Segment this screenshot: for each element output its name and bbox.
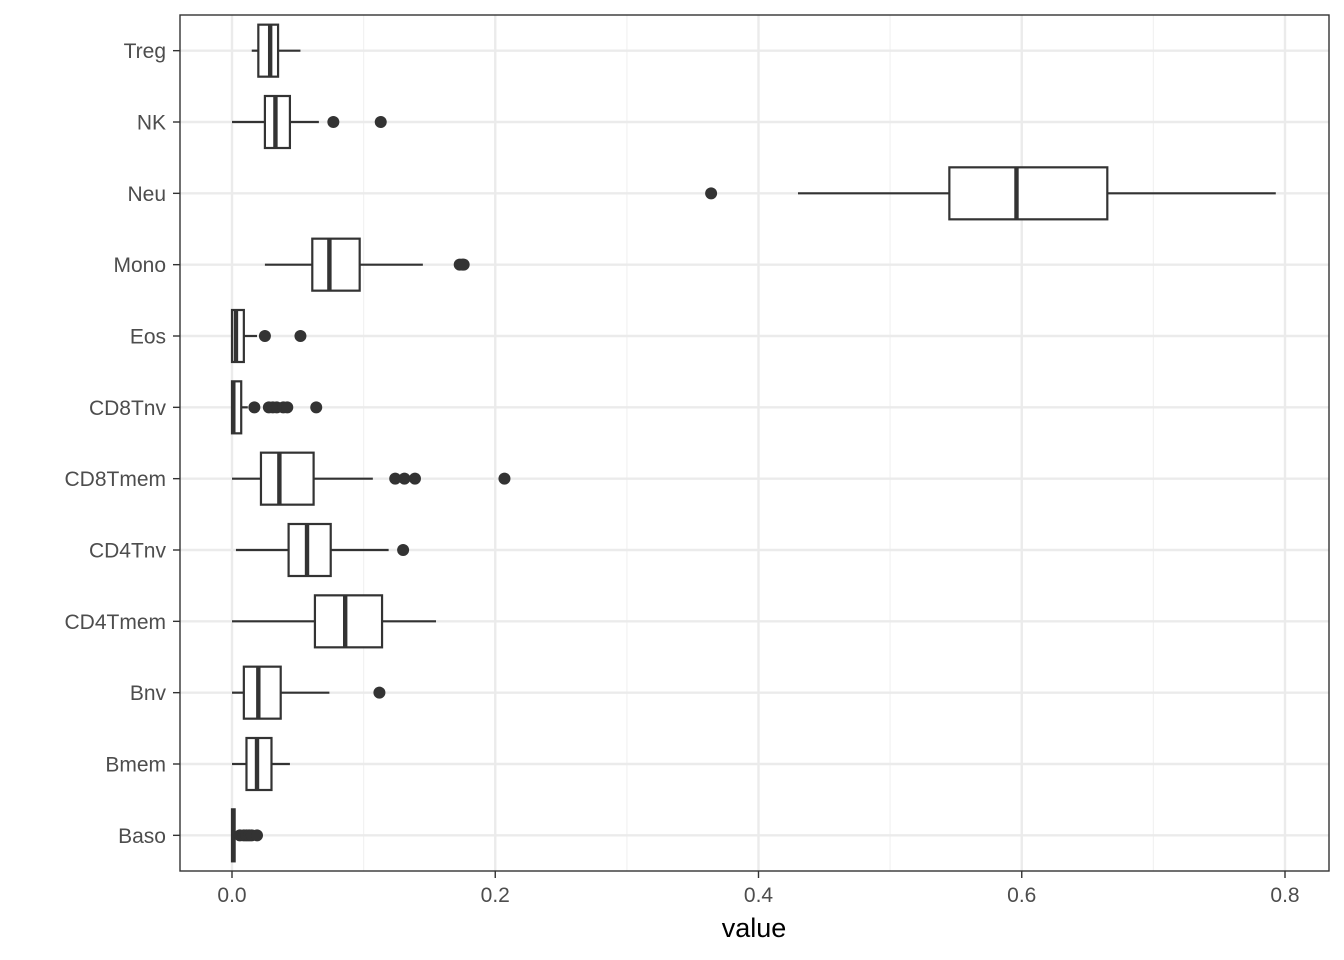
y-tick-label: Bnv	[130, 682, 167, 705]
boxplot-cd8tmem	[232, 451, 511, 506]
outlier-point	[408, 472, 421, 485]
y-tick-label: CD8Tnv	[89, 397, 167, 420]
outlier-point	[294, 330, 307, 342]
outlier-point	[457, 258, 470, 271]
x-axis-title: value	[722, 913, 787, 943]
outlier-point	[248, 401, 261, 414]
boxplot-neu	[705, 166, 1276, 221]
y-tick-label: Baso	[118, 825, 166, 848]
boxplot-cd4tnv	[235, 522, 410, 578]
boxplot-treg	[251, 23, 301, 78]
outlier-point	[398, 472, 411, 485]
boxplot-eos	[230, 308, 307, 364]
y-tick-label: Eos	[130, 326, 166, 349]
outlier-point	[310, 401, 323, 414]
boxplot-mono	[264, 237, 470, 292]
boxplot-bnv	[232, 665, 386, 720]
outlier-point	[389, 472, 402, 485]
boxplot-baso	[230, 808, 264, 863]
panel-border	[179, 14, 1330, 872]
outlier-point	[258, 330, 271, 342]
box-layer	[230, 23, 1276, 863]
boxplot-bmem	[232, 736, 290, 792]
y-tick-label: CD4Tnv	[89, 540, 167, 563]
outlier-point	[374, 116, 387, 128]
outlier-point	[251, 829, 264, 842]
outlier-point	[498, 472, 511, 485]
outlier-point	[397, 544, 410, 556]
y-tick-label: CD8Tmem	[64, 468, 166, 491]
outlier-point	[705, 187, 718, 200]
box-iqr	[313, 594, 384, 649]
x-tick-label: 0.4	[744, 884, 774, 907]
y-tick-label: CD4Tmem	[64, 611, 166, 634]
x-tick-label: 0.0	[217, 884, 246, 907]
y-tick-label: Treg	[124, 40, 166, 63]
outlier-point	[327, 116, 340, 128]
y-tick-label: Mono	[113, 254, 166, 277]
box-iqr	[948, 166, 1109, 221]
box-iqr	[242, 665, 282, 720]
y-tick-label: NK	[137, 112, 166, 135]
box-iqr	[287, 522, 332, 578]
grid-lines	[180, 15, 1329, 871]
boxplot-cd8tnv	[230, 380, 323, 435]
y-tick-label: Neu	[127, 183, 166, 206]
boxplot-nk	[232, 94, 387, 150]
x-tick-label: 0.8	[1270, 884, 1299, 907]
box-iqr	[311, 237, 361, 292]
box-iqr	[259, 451, 315, 506]
boxplot-cd4tmem	[232, 594, 437, 649]
x-tick-label: 0.2	[481, 884, 510, 907]
outlier-point	[373, 686, 386, 699]
y-tick-label: Bmem	[105, 754, 166, 777]
outlier-point	[281, 401, 294, 414]
axis-layer: 0.0 0.2 0.4 0.6 0.8 Treg NK Neu Mono Eos CD8Tnv CD8…	[64, 40, 1299, 907]
x-tick-label: 0.6	[1007, 884, 1036, 907]
